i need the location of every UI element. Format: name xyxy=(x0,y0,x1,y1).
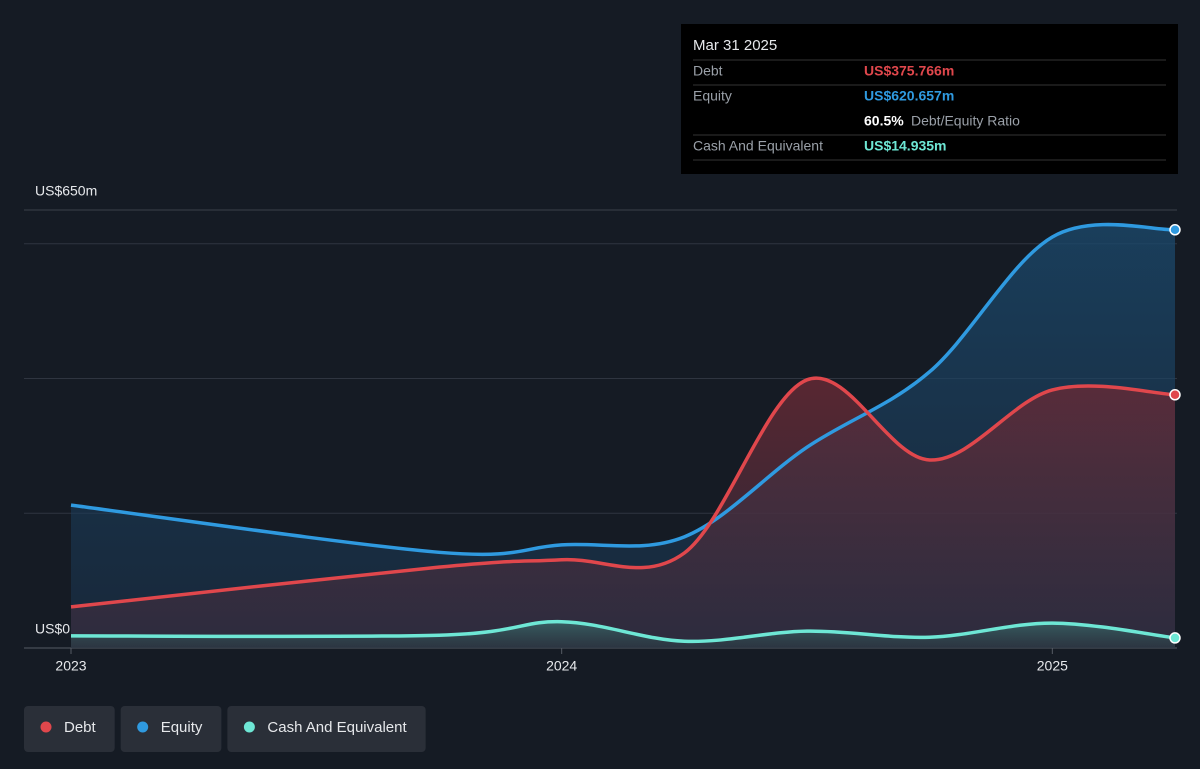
tooltip-value: US$375.766m xyxy=(864,63,954,79)
line xyxy=(70,222,1176,557)
legend-label: Debt xyxy=(64,719,97,736)
tooltip-label: Equity xyxy=(693,88,732,104)
x-tick-label: 2024 xyxy=(546,658,577,674)
legend-swatch xyxy=(137,721,149,733)
tooltip-label: Cash And Equivalent xyxy=(693,138,823,154)
legend-label: Equity xyxy=(161,719,203,736)
legend-item[interactable]: Cash And Equivalent xyxy=(227,706,426,752)
x-tick-label: 2025 xyxy=(1037,658,1068,674)
legend-box xyxy=(120,706,222,752)
line xyxy=(70,619,1176,644)
area xyxy=(71,621,1175,648)
tooltip-box xyxy=(681,24,1178,174)
legend-label: Cash And Equivalent xyxy=(267,719,407,736)
tooltip-label: Debt/Equity Ratio xyxy=(911,113,1020,129)
end-point xyxy=(1169,389,1181,401)
tooltip-value: US$620.657m xyxy=(864,88,954,104)
legend-swatch xyxy=(40,721,52,733)
tooltip: Mar 31 2025 Debt US$375.766m Equity US$6… xyxy=(681,24,1178,174)
legend-box xyxy=(227,706,426,752)
y-tick-label: US$650m xyxy=(35,183,97,199)
end-point xyxy=(1169,632,1181,644)
y-tick-label: US$0 xyxy=(35,621,70,637)
line xyxy=(70,376,1176,609)
end-point xyxy=(1169,224,1181,236)
tooltip-value: US$14.935m xyxy=(864,138,947,154)
legend-item[interactable]: Equity xyxy=(120,706,222,752)
legend-item[interactable]: Debt xyxy=(24,706,115,752)
tooltip-value: 60.5% xyxy=(864,113,904,129)
tooltip-label: Debt xyxy=(693,63,723,79)
legend-box xyxy=(24,706,115,752)
legend-swatch xyxy=(243,721,255,733)
x-tick-label: 2023 xyxy=(55,658,86,674)
tooltip-date: Mar 31 2025 xyxy=(693,37,777,54)
